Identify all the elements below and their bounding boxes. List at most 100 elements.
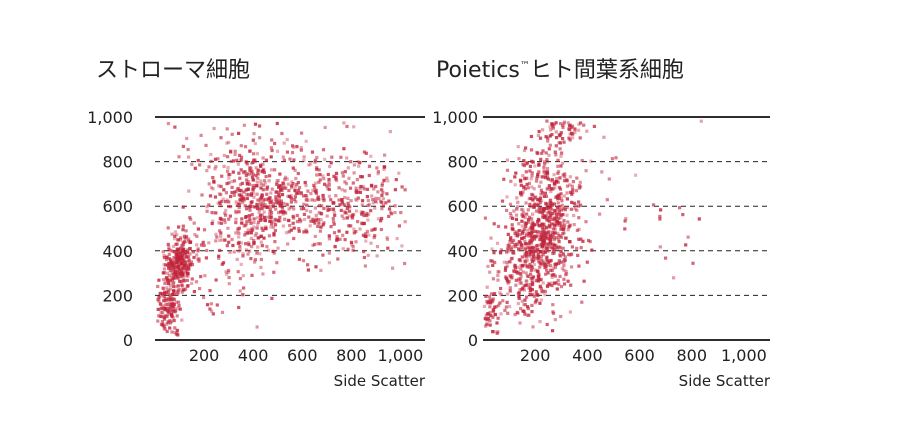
data-point <box>186 147 190 152</box>
data-point <box>346 196 350 200</box>
data-point <box>208 289 212 293</box>
data-point <box>550 235 554 239</box>
data-point <box>519 183 523 187</box>
data-point <box>549 189 553 194</box>
data-point <box>313 185 317 189</box>
data-point <box>361 199 365 203</box>
data-point <box>550 122 554 126</box>
data-point <box>523 222 528 226</box>
data-point <box>558 213 562 217</box>
data-point <box>554 262 558 266</box>
data-point <box>174 252 178 256</box>
data-point <box>510 226 514 230</box>
data-point <box>555 246 560 250</box>
data-point <box>251 138 255 142</box>
x-tick-label: 400 <box>572 346 603 365</box>
data-point <box>187 258 191 262</box>
data-point <box>218 200 222 204</box>
data-point <box>288 223 292 228</box>
data-point <box>333 213 337 217</box>
data-point <box>517 222 521 226</box>
data-point <box>310 198 314 202</box>
data-point <box>244 179 248 183</box>
data-point <box>317 204 321 208</box>
data-point <box>536 248 540 252</box>
data-point <box>555 221 559 225</box>
data-point <box>536 233 540 237</box>
data-point <box>304 194 308 198</box>
data-point <box>548 198 552 202</box>
data-point <box>308 224 312 228</box>
data-point <box>562 260 566 264</box>
data-point <box>245 177 249 181</box>
data-point <box>340 198 344 202</box>
data-point <box>264 197 268 201</box>
data-point <box>302 194 306 198</box>
data-point <box>167 245 171 249</box>
data-point <box>551 249 555 254</box>
data-point <box>562 225 566 229</box>
data-point <box>531 160 535 164</box>
data-point <box>190 162 194 166</box>
data-point <box>225 182 229 186</box>
data-point <box>164 302 168 306</box>
data-point <box>493 260 497 265</box>
data-point <box>264 225 268 229</box>
data-point <box>184 229 188 233</box>
data-point <box>543 289 547 293</box>
data-point <box>271 225 275 229</box>
data-point <box>545 119 549 123</box>
data-point <box>249 231 253 235</box>
data-point <box>179 246 183 250</box>
data-point <box>577 204 581 208</box>
data-point <box>537 266 542 270</box>
data-point <box>182 234 186 238</box>
data-point <box>580 158 584 163</box>
data-point <box>258 213 262 217</box>
data-point <box>277 219 281 223</box>
data-point <box>193 166 197 170</box>
data-point <box>550 133 554 137</box>
data-point <box>202 228 207 232</box>
data-point <box>508 212 512 216</box>
data-point <box>528 164 532 168</box>
data-point <box>524 242 528 246</box>
data-point <box>168 280 172 284</box>
data-point <box>517 240 521 244</box>
data-point <box>534 279 538 283</box>
data-point <box>285 202 289 206</box>
data-point <box>236 229 240 233</box>
data-point <box>543 293 547 297</box>
data-point <box>558 221 562 225</box>
data-point <box>537 170 541 174</box>
data-point <box>240 217 244 221</box>
data-point <box>514 217 519 221</box>
data-point <box>380 216 384 221</box>
data-point <box>237 235 241 239</box>
data-point <box>270 148 274 153</box>
data-point <box>286 242 290 246</box>
data-point <box>658 214 662 218</box>
data-point <box>566 279 570 283</box>
data-point <box>538 198 542 202</box>
data-point <box>318 242 322 246</box>
data-point <box>507 243 511 247</box>
data-point <box>551 329 555 333</box>
data-point <box>173 234 177 238</box>
data-point <box>171 305 175 309</box>
data-point <box>569 283 573 287</box>
data-point <box>276 246 280 250</box>
data-point <box>557 208 561 212</box>
data-point <box>486 312 490 316</box>
data-point <box>218 238 222 242</box>
data-point <box>256 168 261 172</box>
x-tick-label: 1,000 <box>721 346 767 365</box>
data-point <box>184 287 188 291</box>
data-point <box>489 236 493 240</box>
data-point <box>212 179 216 183</box>
data-point <box>305 208 309 212</box>
data-point <box>502 177 506 181</box>
data-point <box>484 294 488 298</box>
data-point <box>659 208 663 212</box>
data-point <box>523 247 527 251</box>
